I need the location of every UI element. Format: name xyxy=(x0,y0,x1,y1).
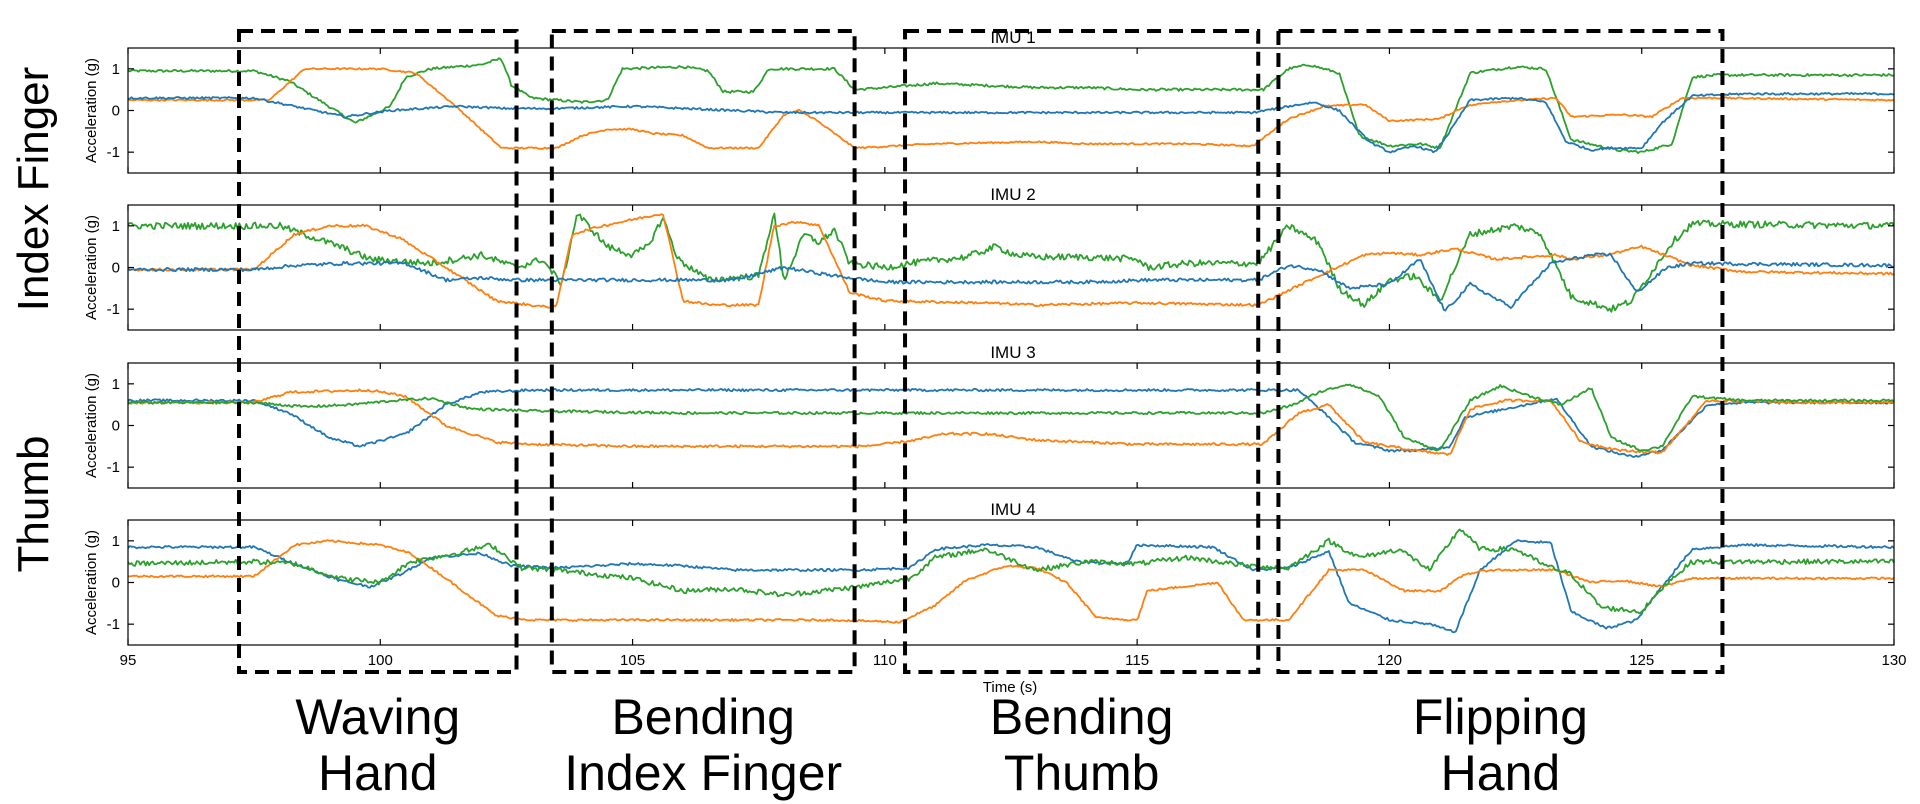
imu-2-series-line-1 xyxy=(127,212,1895,313)
x-tick-label: 105 xyxy=(620,652,645,669)
imu-2-series-line-3 xyxy=(127,252,1895,312)
imu-4-y-axis-label: Acceleration (g) xyxy=(83,530,100,635)
imu-1-y-axis-label: Acceleration (g) xyxy=(83,58,100,163)
imu-4-series-line-3 xyxy=(127,528,1895,615)
activity-label-line2: Thumb xyxy=(1004,745,1160,801)
activity-label-line1: Bending xyxy=(990,689,1174,745)
x-axis: Time (s) 95 100 105 110 115 120 125 130 xyxy=(120,652,1907,696)
x-tick-label: 120 xyxy=(1377,652,1402,669)
imu-1-series-line-3 xyxy=(127,91,1894,154)
imu-2-ytick-label: 1 xyxy=(112,218,120,235)
imu-3-y-axis-label: Acceleration (g) xyxy=(83,373,100,478)
sensor-group-label-1: Index Finger xyxy=(9,67,58,312)
imu-4-ytick-label: -1 xyxy=(107,616,120,633)
activity-box-4 xyxy=(1276,29,1725,674)
imu-4-title: IMU 4 xyxy=(990,500,1035,519)
x-axis-label: Time (s) xyxy=(983,679,1037,696)
imu-1-series-line-1 xyxy=(127,57,1895,154)
sensor-group-label-2: Thumb xyxy=(9,436,58,573)
imu-3-series-line-2 xyxy=(127,388,1895,456)
imu-3-ytick-label: -1 xyxy=(107,459,120,476)
imu-3-series-line-3 xyxy=(127,383,1895,452)
activity-box-3 xyxy=(903,29,1261,674)
sensor-group-labels: Index Finger Thumb xyxy=(9,67,58,573)
imu-1-series-line-2 xyxy=(127,67,1895,150)
imu-2-series-line-2 xyxy=(127,213,1895,309)
imu-4-ytick-label: 0 xyxy=(112,575,120,592)
imu-3-title: IMU 3 xyxy=(990,343,1035,362)
imu-4-series-line-1 xyxy=(127,539,1895,634)
imu-panel-2: -1 0 1 IMU 2 Acceleration (g) xyxy=(83,185,1895,331)
imu-2-y-axis-label: Acceleration (g) xyxy=(83,215,100,320)
activity-label-line1: Bending xyxy=(611,689,795,745)
imu-4-series-line-2 xyxy=(127,539,1895,624)
activity-label-line1: Waving xyxy=(295,689,460,745)
x-tick-label: 125 xyxy=(1629,652,1654,669)
activity-label-line2: Hand xyxy=(1441,745,1561,801)
x-tick-label: 100 xyxy=(368,652,393,669)
x-tick-label: 110 xyxy=(873,652,897,669)
x-tick-label: 115 xyxy=(1125,652,1149,669)
imu-2-plot-frame xyxy=(127,204,1895,331)
x-tick-label: 130 xyxy=(1881,652,1906,669)
imu-panel-3: -1 0 1 IMU 3 Acceleration (g) xyxy=(83,343,1895,489)
imu-1-ytick-label: 1 xyxy=(112,61,120,78)
activity-box-1 xyxy=(237,29,519,674)
imu-4-ytick-label: 1 xyxy=(112,533,120,550)
activity-label-line1: Flipping xyxy=(1413,689,1588,745)
activity-box-2 xyxy=(549,29,857,674)
activity-label-line2: Index Finger xyxy=(564,745,842,801)
imu-1-ytick-label: -1 xyxy=(107,144,120,161)
x-tick-label: 95 xyxy=(120,652,137,669)
imu-3-series-line-1 xyxy=(127,388,1895,458)
imu-3-plot-frame xyxy=(127,362,1895,489)
imu-3-ytick-label: 1 xyxy=(112,376,120,393)
imu-1-ytick-label: 0 xyxy=(112,103,120,120)
imu-3-ytick-label: 0 xyxy=(112,418,120,435)
imu-panel-4: -1 0 1 IMU 4 Acceleration (g) xyxy=(83,500,1895,646)
activity-label-line2: Hand xyxy=(318,745,438,801)
imu-2-title: IMU 2 xyxy=(990,185,1035,204)
imu-2-ytick-label: 0 xyxy=(112,260,120,277)
imu-2-ytick-label: -1 xyxy=(107,301,120,318)
